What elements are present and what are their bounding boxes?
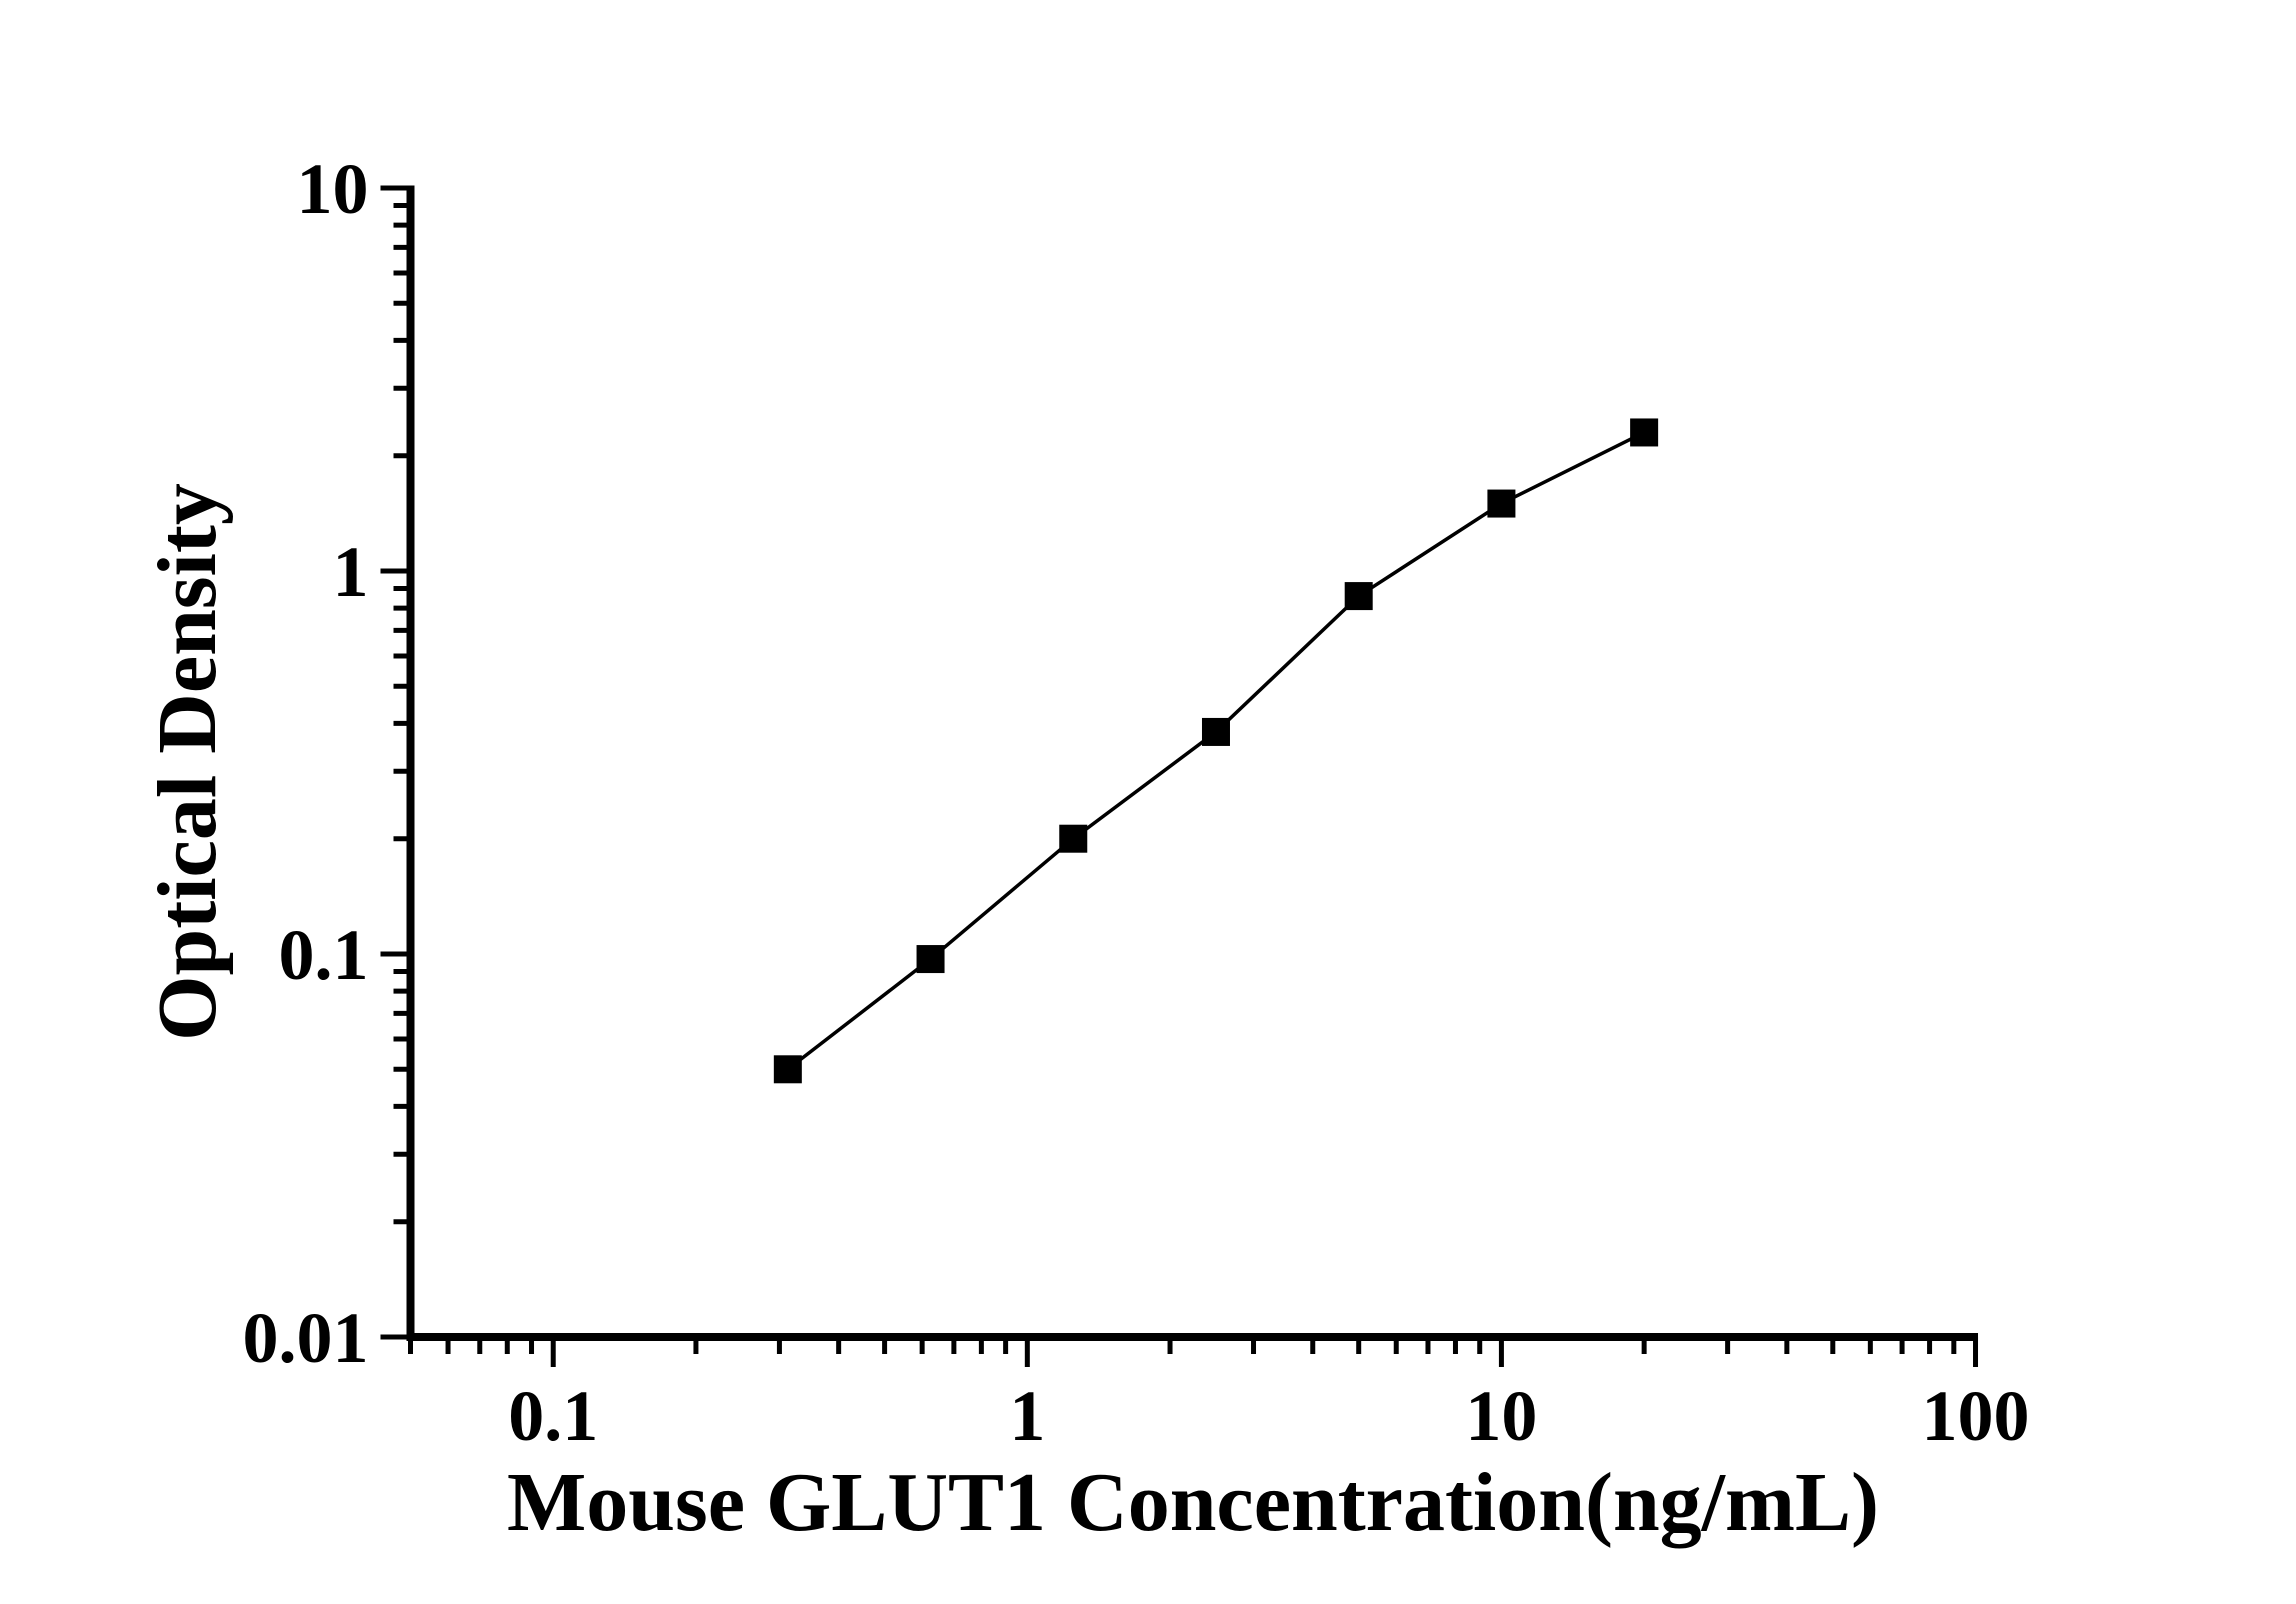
chart-tick-labels: 0.1 1 10 100 0.01 0.1 1 10 — [243, 149, 2030, 1456]
data-point-marker — [916, 945, 945, 974]
x-axis-tick-label: 10 — [1465, 1376, 1537, 1456]
data-point-marker — [1344, 582, 1373, 611]
x-axis-tick-label: 100 — [1922, 1376, 2030, 1456]
chart-series — [773, 418, 1659, 1084]
y-axis-title: Optical Density — [141, 483, 234, 1041]
x-axis-tick-label: 1 — [1009, 1376, 1045, 1456]
chart-ticks — [380, 185, 1979, 1367]
data-point-marker — [1201, 717, 1230, 746]
standard-curve-line — [786, 430, 1645, 1071]
x-axis-tick-label: 0.1 — [508, 1376, 598, 1456]
y-axis-tick-label: 1 — [333, 532, 369, 612]
y-axis-tick-label: 10 — [297, 149, 369, 229]
x-axis-title: Mouse GLUT1 Concentration(ng/mL) — [507, 1456, 1879, 1549]
data-point-marker — [773, 1055, 802, 1084]
data-point-marker — [1630, 418, 1659, 447]
chart-axes — [406, 185, 1979, 1341]
y-axis-tick-label: 0.01 — [243, 1298, 369, 1378]
data-point-marker — [1487, 489, 1516, 518]
y-axis-tick-label: 0.1 — [279, 915, 369, 995]
data-point-marker — [1059, 824, 1088, 853]
